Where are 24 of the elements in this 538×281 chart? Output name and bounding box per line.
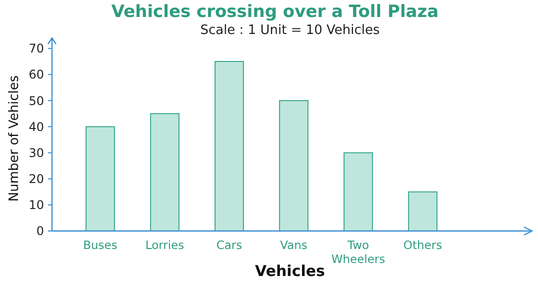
- bar: [344, 152, 373, 232]
- bar: [279, 100, 308, 232]
- y-tick-label: 20: [28, 172, 44, 186]
- y-tick-label: 70: [28, 42, 44, 56]
- bar: [408, 191, 438, 232]
- bar: [86, 126, 115, 232]
- x-tick-label: Buses: [83, 238, 118, 252]
- x-tick-label: Cars: [216, 238, 242, 252]
- x-tick-label: Lorries: [145, 238, 184, 252]
- x-tick-label: Vans: [280, 238, 308, 252]
- bar: [214, 60, 244, 232]
- y-tick-label: 0: [36, 224, 44, 238]
- x-tick-label: Others: [403, 238, 442, 252]
- bar: [150, 113, 180, 232]
- x-axis-title: Vehicles: [255, 262, 326, 280]
- chart-subtitle: Scale : 1 Unit = 10 Vehicles: [200, 23, 380, 38]
- y-tick-label: 40: [28, 120, 44, 134]
- chart-title: Vehicles crossing over a Toll Plaza: [111, 2, 439, 22]
- y-tick-label: 60: [28, 68, 44, 82]
- x-tick-label: Two Wheelers: [331, 238, 386, 266]
- y-tick-label: 50: [28, 94, 44, 108]
- y-axis-title: Number of Vehicles: [7, 75, 22, 202]
- y-tick-label: 30: [28, 146, 44, 160]
- y-tick-label: 10: [28, 198, 44, 212]
